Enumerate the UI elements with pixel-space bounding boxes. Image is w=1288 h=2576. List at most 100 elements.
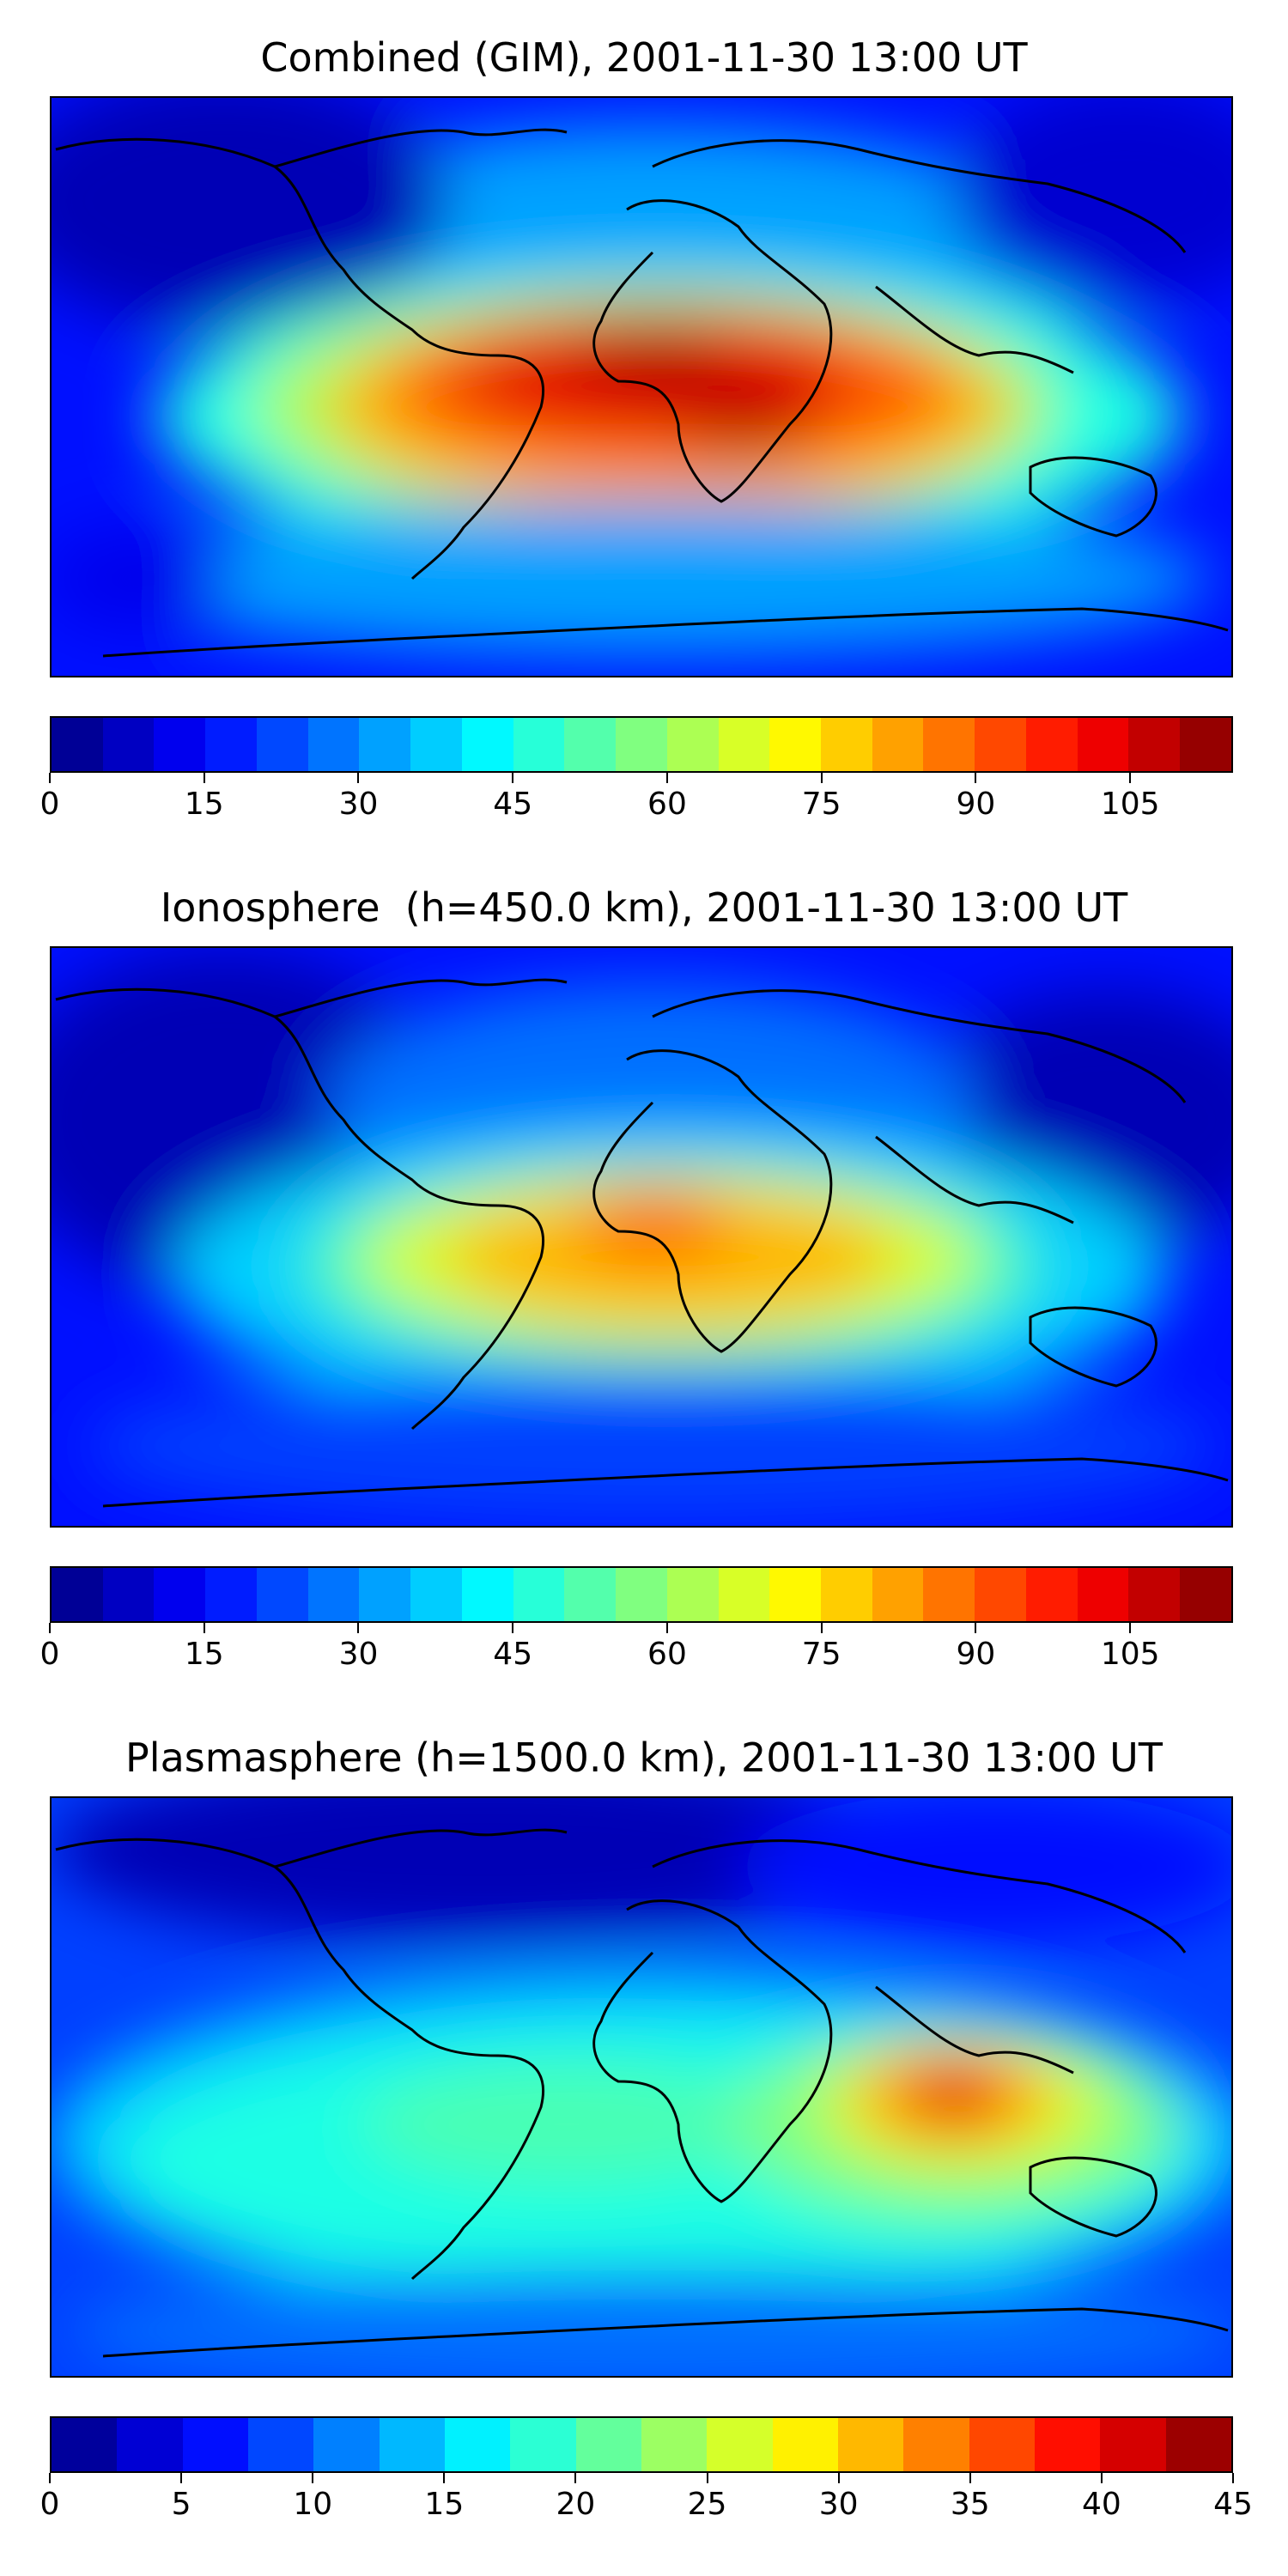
colorbar-segment bbox=[564, 718, 617, 771]
colorbar-tick-label: 35 bbox=[950, 2487, 990, 2522]
colorbar-segment bbox=[821, 718, 872, 771]
colorbar-segment bbox=[510, 2418, 576, 2471]
colorbar-tick-label: 75 bbox=[801, 1637, 841, 1672]
colorbar-segment bbox=[461, 718, 513, 771]
panel-title-plasmasphere: Plasmasphere (h=1500.0 km), 2001-11-30 1… bbox=[125, 1735, 1163, 1781]
colorbar-segment bbox=[1128, 1568, 1181, 1621]
colorbar-tick bbox=[512, 773, 514, 783]
colorbar-segment bbox=[154, 718, 206, 771]
colorbar-tick bbox=[49, 2473, 51, 2483]
colorbar-segment bbox=[410, 718, 462, 771]
colorbar-segment bbox=[707, 2418, 773, 2471]
colorbar-tick-label: 30 bbox=[818, 2487, 859, 2522]
colorbar-segment bbox=[1100, 2418, 1166, 2471]
colorbar-segment bbox=[256, 718, 308, 771]
colorbar-tick-label: 30 bbox=[338, 787, 379, 822]
colorbar-combined bbox=[50, 716, 1233, 773]
colorbar-segment bbox=[182, 2418, 248, 2471]
colorbar-segment bbox=[616, 1568, 667, 1621]
colorbar-segment bbox=[444, 2418, 511, 2471]
colorbar-segment bbox=[307, 1568, 360, 1621]
colorbar-segment bbox=[52, 718, 103, 771]
colorbar-segment bbox=[564, 1568, 617, 1621]
colorbar-tick-label: 60 bbox=[647, 787, 687, 822]
colorbar-tick-label: 90 bbox=[956, 787, 996, 822]
colorbar-tick bbox=[49, 1623, 51, 1633]
colorbar-segment bbox=[461, 1568, 513, 1621]
colorbar-tick bbox=[1129, 773, 1132, 783]
colorbar-segment bbox=[313, 2418, 380, 2471]
colorbar-segment bbox=[923, 718, 975, 771]
colorbar-segment bbox=[616, 718, 667, 771]
colorbar-segment bbox=[769, 1568, 822, 1621]
colorbar-segment bbox=[205, 1568, 257, 1621]
colorbar-segment bbox=[102, 718, 155, 771]
colorbar-segment bbox=[1077, 1568, 1129, 1621]
colorbar-segment bbox=[872, 1568, 924, 1621]
colorbar-tick-label: 10 bbox=[293, 2487, 333, 2522]
colorbar-segment bbox=[969, 2418, 1035, 2471]
colorbar-tick bbox=[512, 1623, 514, 1633]
colorbar-segment bbox=[410, 1568, 462, 1621]
colorbar-segment bbox=[975, 1568, 1026, 1621]
colorbar-segment bbox=[247, 2418, 314, 2471]
colorbar-ticks-plasmasphere: 0 5 10 15 20 25 30 35 40 45 bbox=[40, 2473, 1253, 2524]
colorbar-tick bbox=[1100, 2473, 1103, 2483]
colorbar-tick-label: 30 bbox=[338, 1637, 379, 1672]
colorbar-segment bbox=[837, 2418, 904, 2471]
colorbar-tick bbox=[180, 2473, 183, 2483]
colorbar-tick-label: 5 bbox=[171, 2487, 191, 2522]
colorbar-segment bbox=[872, 718, 924, 771]
colorbar-segment bbox=[307, 718, 360, 771]
colorbar-ticks-ionosphere: 0 15 30 45 60 75 90 105 bbox=[40, 1623, 1233, 1674]
colorbar-segment bbox=[205, 718, 257, 771]
colorbar-tick bbox=[203, 773, 205, 783]
colorbar-tick-label: 0 bbox=[39, 2487, 60, 2522]
colorbar-tick-label: 90 bbox=[956, 1637, 996, 1672]
colorbar-tick bbox=[969, 2473, 971, 2483]
colorbar-segment bbox=[1180, 1568, 1231, 1621]
colorbar-segment bbox=[821, 1568, 872, 1621]
colorbar-segment bbox=[772, 2418, 838, 2471]
colorbar-tick-label: 15 bbox=[184, 1637, 224, 1672]
colorbar-segment bbox=[641, 2418, 708, 2471]
coastlines bbox=[55, 1828, 1229, 2358]
colorbar-tick-label: 15 bbox=[184, 787, 224, 822]
colorbar-segment bbox=[769, 718, 822, 771]
colorbar-tick-label: 105 bbox=[1100, 787, 1160, 822]
colorbar-segment bbox=[666, 1568, 719, 1621]
map-combined bbox=[50, 96, 1233, 677]
colorbar-segment bbox=[903, 2418, 969, 2471]
map-ionosphere bbox=[50, 946, 1233, 1528]
colorbar-segment bbox=[718, 1568, 770, 1621]
colorbar-tick bbox=[975, 1623, 977, 1633]
colorbar-segment bbox=[1165, 2418, 1231, 2471]
colorbar-tick bbox=[665, 1623, 668, 1633]
coastlines bbox=[55, 978, 1229, 1508]
colorbar-segment bbox=[718, 718, 770, 771]
colorbar-tick bbox=[357, 773, 360, 783]
colorbar-tick-label: 0 bbox=[39, 1637, 60, 1672]
colorbar-tick-label: 15 bbox=[424, 2487, 465, 2522]
colorbar-tick bbox=[837, 2473, 840, 2483]
colorbar-tick bbox=[357, 1623, 360, 1633]
colorbar-tick-label: 25 bbox=[687, 2487, 727, 2522]
colorbar-segment bbox=[117, 2418, 183, 2471]
colorbar-segment bbox=[102, 1568, 155, 1621]
colorbar-segment bbox=[513, 718, 565, 771]
colorbar-segment bbox=[575, 2418, 641, 2471]
colorbar-segment bbox=[975, 718, 1026, 771]
colorbar-tick-label: 45 bbox=[493, 1637, 533, 1672]
colorbar-tick bbox=[1129, 1623, 1132, 1633]
colorbar-segment bbox=[1025, 1568, 1078, 1621]
colorbar-tick bbox=[443, 2473, 446, 2483]
colorbar-segment bbox=[1180, 718, 1231, 771]
colorbar-tick-label: 45 bbox=[493, 787, 533, 822]
coastlines bbox=[55, 128, 1229, 658]
colorbar-segment bbox=[1128, 718, 1181, 771]
colorbar-tick bbox=[203, 1623, 205, 1633]
colorbar-segment bbox=[1025, 718, 1078, 771]
colorbar-tick-label: 75 bbox=[801, 787, 841, 822]
colorbar-segment bbox=[154, 1568, 206, 1621]
